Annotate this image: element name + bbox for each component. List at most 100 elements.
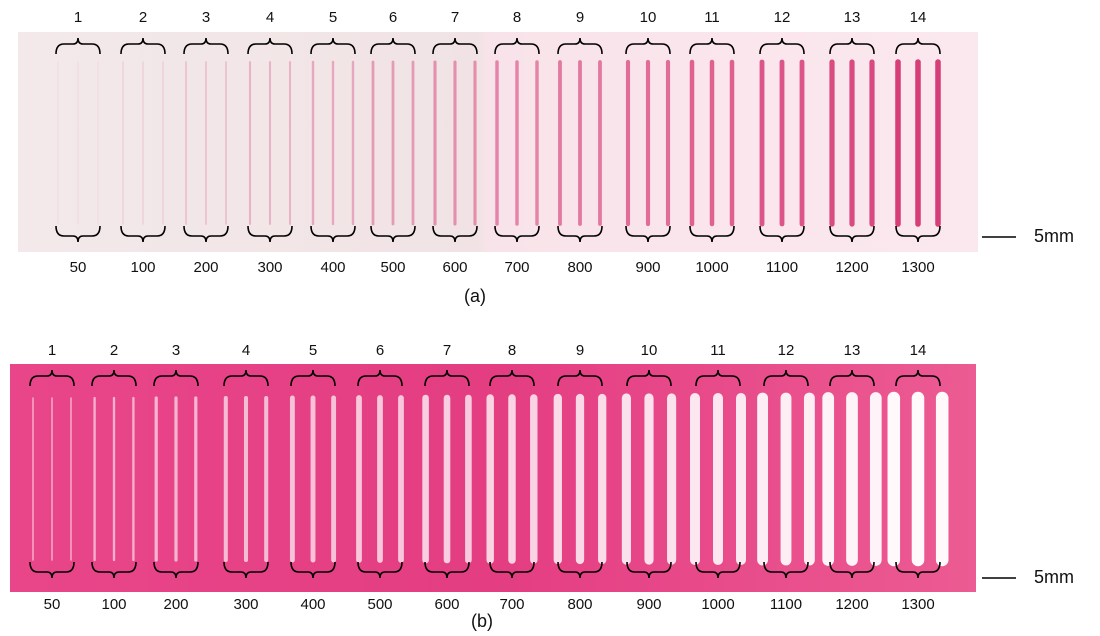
bottom-label: 200 [163, 596, 188, 613]
brace [424, 561, 470, 579]
bottom-label: 700 [504, 259, 529, 276]
caption: (a) [464, 286, 486, 306]
brace [489, 561, 535, 579]
bottom-label: 100 [130, 259, 155, 276]
brace [763, 369, 809, 387]
brace [29, 561, 75, 579]
brace [310, 37, 356, 55]
brace [310, 225, 356, 243]
brace [290, 561, 336, 579]
group-label: 13 [844, 342, 861, 359]
brace [557, 369, 603, 387]
brace [759, 37, 805, 55]
brace [557, 37, 603, 55]
bottom-label: 1000 [701, 596, 734, 613]
brace [29, 369, 75, 387]
bottom-label: 600 [434, 596, 459, 613]
brace [494, 225, 540, 243]
brace [223, 369, 269, 387]
brace [763, 561, 809, 579]
brace [91, 369, 137, 387]
scale-label: 5mm [1034, 567, 1074, 587]
brace [829, 37, 875, 55]
brace [357, 561, 403, 579]
group-label: 11 [710, 342, 726, 359]
bottom-label: 1300 [901, 596, 934, 613]
group-label: 9 [576, 342, 584, 359]
bottom-label: 500 [367, 596, 392, 613]
group-label: 10 [641, 342, 658, 359]
brace [689, 225, 735, 243]
group-label: 8 [508, 342, 516, 359]
brace [55, 225, 101, 243]
group-label: 14 [910, 9, 927, 26]
bottom-label: 1200 [835, 259, 868, 276]
bottom-label: 100 [101, 596, 126, 613]
bottom-label: 1100 [766, 259, 798, 276]
group-label: 2 [139, 9, 147, 26]
bottom-label: 300 [233, 596, 258, 613]
brace [183, 37, 229, 55]
bottom-label: 1100 [770, 596, 802, 613]
bottom-label: 700 [499, 596, 524, 613]
brace [153, 369, 199, 387]
brace [489, 369, 535, 387]
brace [424, 369, 470, 387]
brace [895, 225, 941, 243]
bottom-label: 1300 [901, 259, 934, 276]
brace [55, 37, 101, 55]
brace [895, 369, 941, 387]
group-label: 6 [376, 342, 384, 359]
brace [153, 561, 199, 579]
bottom-label: 400 [320, 259, 345, 276]
annotations: 1 50 2 100 3 200 4 300 5 400 6 500 7 600 8 700 9 800 10 900… [29, 9, 1074, 631]
group-label: 14 [910, 342, 927, 359]
bottom-label: 1200 [835, 596, 868, 613]
brace [120, 37, 166, 55]
group-label: 5 [329, 9, 337, 26]
bottom-label: 300 [257, 259, 282, 276]
brace [120, 225, 166, 243]
brace [357, 369, 403, 387]
bottom-label: 800 [567, 596, 592, 613]
group-label: 5 [309, 342, 317, 359]
bottom-label: 900 [636, 596, 661, 613]
group-label: 7 [451, 9, 459, 26]
group-label: 4 [242, 342, 250, 359]
group-label: 3 [172, 342, 180, 359]
brace [432, 225, 478, 243]
brace [223, 561, 269, 579]
brace [247, 37, 293, 55]
brace [829, 561, 875, 579]
brace [626, 369, 672, 387]
group-label: 11 [704, 9, 720, 26]
brace [689, 37, 735, 55]
group-label: 2 [110, 342, 118, 359]
group-label: 10 [640, 9, 657, 26]
brace [370, 225, 416, 243]
bottom-label: 800 [567, 259, 592, 276]
brace [895, 37, 941, 55]
bottom-label: 600 [442, 259, 467, 276]
bottom-label: 200 [193, 259, 218, 276]
brace [494, 37, 540, 55]
group-label: 1 [48, 342, 56, 359]
group-label: 6 [389, 9, 397, 26]
group-label: 3 [202, 9, 210, 26]
group-label: 1 [74, 9, 82, 26]
brace [829, 369, 875, 387]
bottom-label: 500 [380, 259, 405, 276]
brace [370, 37, 416, 55]
bottom-label: 400 [300, 596, 325, 613]
brace [695, 561, 741, 579]
brace [91, 561, 137, 579]
brace [557, 561, 603, 579]
bottom-label: 50 [70, 259, 87, 276]
bottom-label: 900 [635, 259, 660, 276]
group-label: 7 [443, 342, 451, 359]
group-label: 13 [844, 9, 861, 26]
brace [183, 225, 229, 243]
brace [626, 561, 672, 579]
brace [759, 225, 805, 243]
